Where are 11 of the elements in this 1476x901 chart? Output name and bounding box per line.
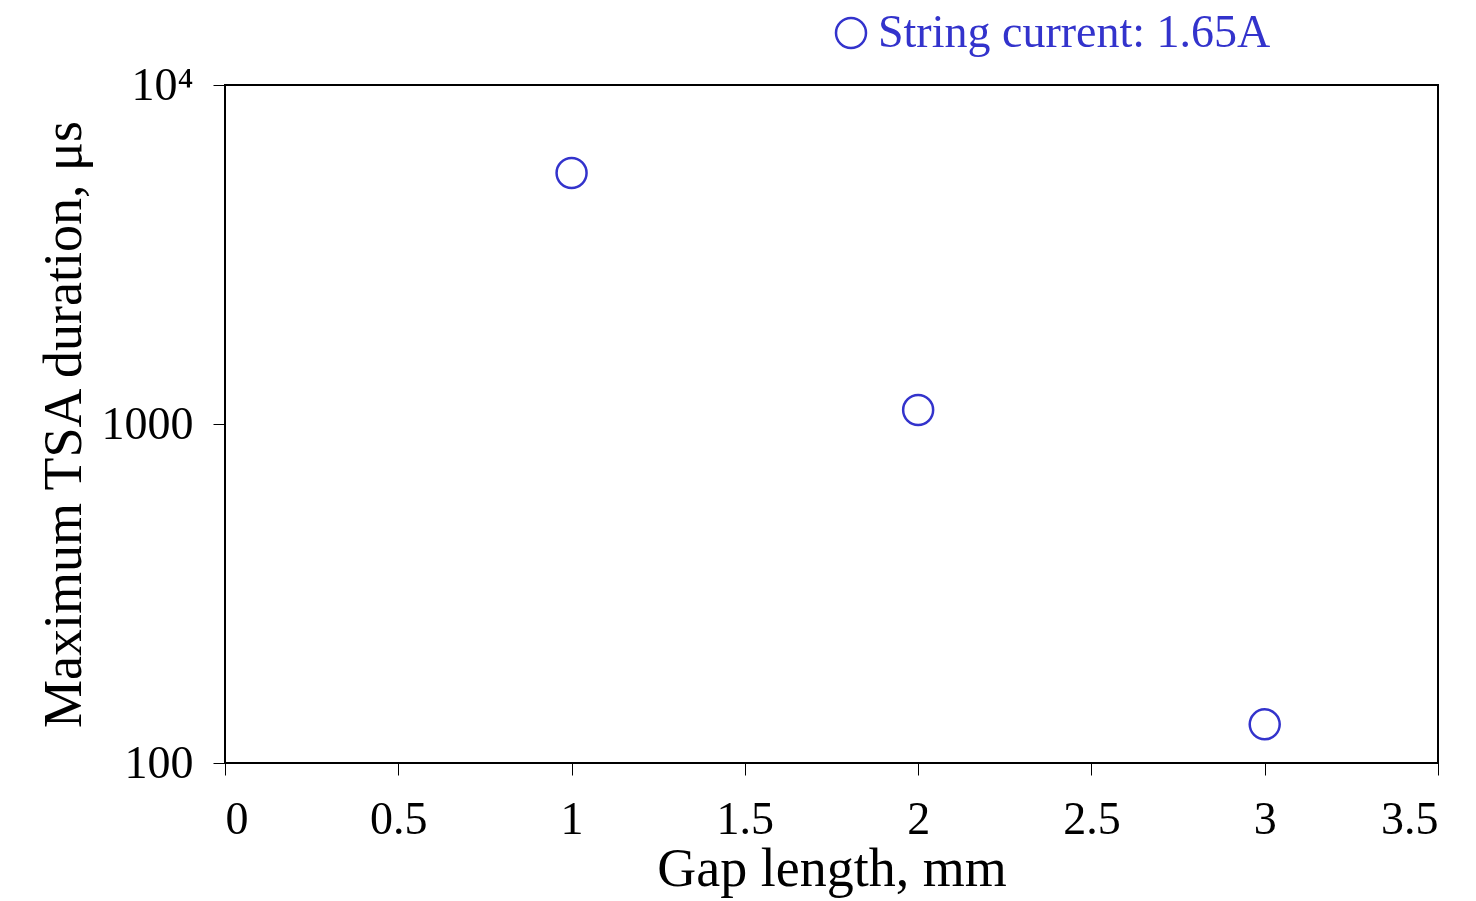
y-axis-title: Maximum TSA duration, μs [32,121,93,728]
x-tick-label: 0.5 [370,792,428,844]
legend-label: String current: 1.65A [878,6,1271,57]
x-tick-label: 1 [560,792,584,844]
y-tick-label: 10⁴ [131,58,194,110]
x-tick-label: 0 [225,792,249,844]
x-tick-label: 2.5 [1063,792,1121,844]
x-tick-label: 3 [1253,792,1277,844]
y-tick-label: 100 [124,736,194,788]
x-tick-label: 3.5 [1381,792,1439,844]
y-tick-label: 1000 [101,397,194,449]
